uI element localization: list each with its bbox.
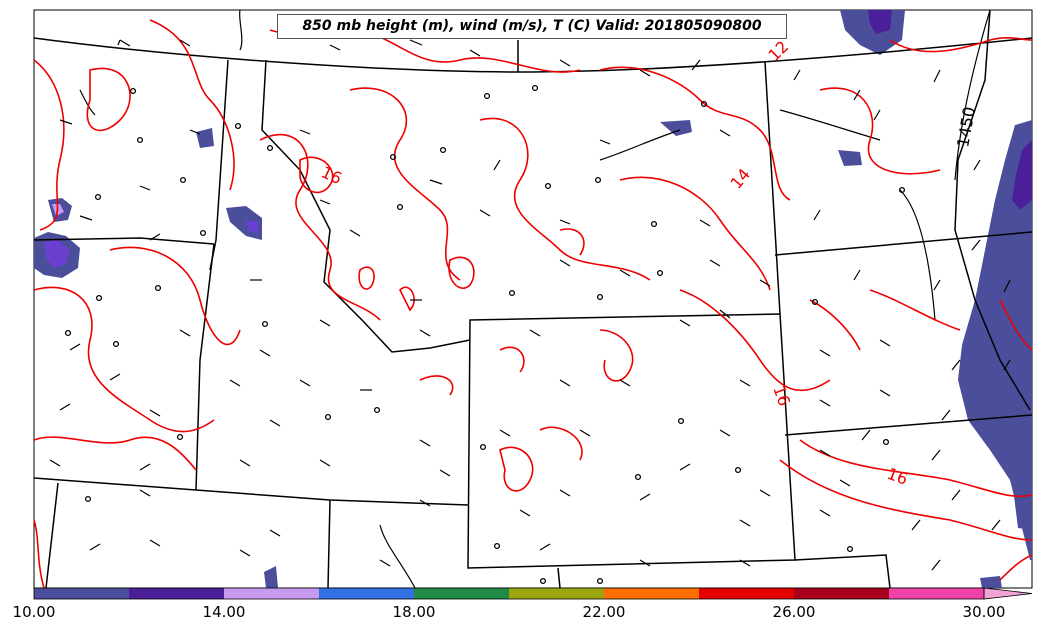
station-markers xyxy=(64,84,906,585)
colorbar xyxy=(33,587,1033,600)
wind-fill-west-core xyxy=(44,240,70,268)
wind-barbs xyxy=(49,39,1011,571)
colorbar-tick-label: 18.00 xyxy=(392,603,436,621)
colorbar-tick-label: 22.00 xyxy=(582,603,626,621)
colorbar-tick-label: 10.00 xyxy=(12,603,56,621)
wind-fill-ne-core xyxy=(868,10,892,34)
colorbar-bin xyxy=(889,588,984,599)
wind-fill-east xyxy=(958,120,1032,560)
colorbar-extend-arrow xyxy=(983,587,1033,600)
wind-speed-shading xyxy=(34,10,1032,588)
colorbar-tick-label: 26.00 xyxy=(772,603,816,621)
colorbar-outline xyxy=(33,587,985,600)
wind-fill-east-core xyxy=(1012,140,1032,210)
colorbar-bin xyxy=(699,588,794,599)
colorbar-bin xyxy=(34,588,129,599)
height-contours xyxy=(79,9,991,589)
colorbar-bin xyxy=(604,588,699,599)
colorbar-bin xyxy=(509,588,604,599)
map-frame xyxy=(33,9,1033,589)
state-borders xyxy=(33,9,1033,589)
colorbar-bin xyxy=(224,588,319,599)
colorbar-tick-label: 14.00 xyxy=(202,603,246,621)
map-title: 850 mb height (m), wind (m/s), T (C) Val… xyxy=(277,14,787,39)
colorbar-bin xyxy=(794,588,889,599)
colorbar-tick-label: 30.00 xyxy=(962,603,1006,621)
colorbar-bin xyxy=(414,588,509,599)
colorbar-bin xyxy=(129,588,224,599)
colorbar-bin xyxy=(319,588,414,599)
